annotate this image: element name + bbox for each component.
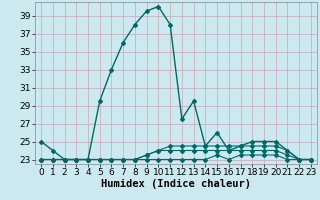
X-axis label: Humidex (Indice chaleur): Humidex (Indice chaleur) <box>101 179 251 189</box>
